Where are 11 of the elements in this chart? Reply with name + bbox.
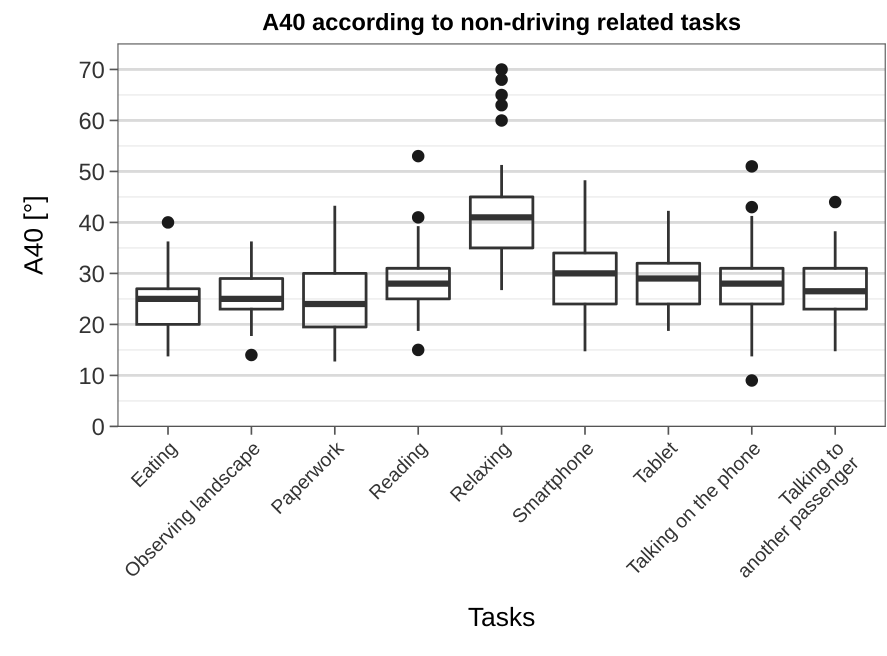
y-tick-label: 30 [79,265,104,282]
y-tick-label: 20 [80,316,104,334]
y-tick-label: 60 [80,112,104,130]
y-tick-label: 70 [80,62,104,78]
y-tick-label: 50 [79,164,104,180]
y-tick-label: 10 [80,367,104,384]
chart-title: A40 according to non-driving related tasks [262,12,740,36]
x-axis-title: Tasks [468,606,534,626]
y-axis-title: A40 [°] [23,197,48,275]
y-tick-label: 40 [79,214,104,232]
y-tick-label: 0 [92,418,104,436]
